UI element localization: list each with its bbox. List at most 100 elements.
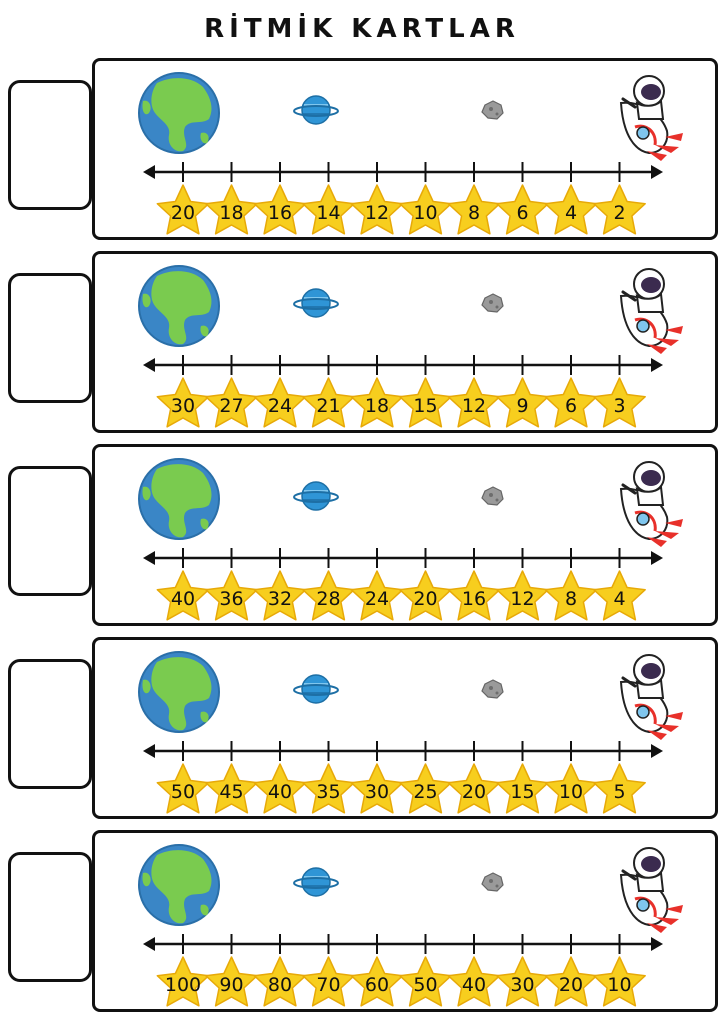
rhythm-card: 30 27 24 21 18 15 12 9 6 3 (92, 251, 718, 433)
star-icon (350, 956, 404, 1007)
star-icon (253, 763, 307, 814)
number-label: 50 (171, 781, 195, 803)
number-label: 2 (613, 202, 625, 224)
star-icon (496, 184, 549, 235)
star-icon (496, 570, 549, 621)
star-icon (593, 956, 646, 1007)
number-label: 12 (510, 588, 534, 610)
star-icon (593, 184, 646, 235)
number-label: 27 (219, 395, 243, 417)
star-icon (350, 184, 404, 235)
star-icon (253, 377, 307, 428)
star-icon (544, 377, 598, 428)
star-icon (156, 570, 210, 621)
number-label: 20 (171, 202, 195, 224)
star-icon (302, 377, 355, 428)
asteroid-icon (481, 872, 504, 892)
number-label: 4 (565, 202, 577, 224)
star-icon (350, 377, 404, 428)
asteroid-icon (481, 486, 504, 506)
number-label: 14 (316, 202, 340, 224)
number-label: 12 (462, 395, 486, 417)
star-icon (205, 377, 258, 428)
star-icon (399, 763, 452, 814)
earth-icon (138, 72, 220, 154)
planet-icon (293, 481, 339, 511)
number-label: 32 (268, 588, 292, 610)
earth-icon (138, 844, 220, 926)
number-line (143, 548, 663, 568)
earth-icon (138, 265, 220, 347)
star-icon (496, 956, 549, 1007)
astronaut-rocket-icon (619, 268, 683, 354)
star-icon (302, 570, 355, 621)
rhythm-card: 100 90 80 70 60 50 40 30 20 10 (92, 830, 718, 1012)
number-label: 20 (462, 781, 486, 803)
number-label: 40 (171, 588, 195, 610)
number-line (143, 355, 663, 375)
star-icon (593, 763, 646, 814)
number-line (143, 162, 663, 182)
page-title: RİTMİK KARTLAR (204, 14, 520, 44)
astronaut-rocket-icon (619, 654, 683, 740)
star-icon (544, 570, 598, 621)
star-icon (253, 570, 307, 621)
number-label: 25 (413, 781, 437, 803)
planet-icon (293, 867, 339, 897)
number-label: 50 (413, 974, 437, 996)
number-label: 16 (268, 202, 292, 224)
answer-box[interactable] (8, 659, 92, 789)
answer-box[interactable] (8, 466, 92, 596)
number-label: 40 (268, 781, 292, 803)
rhythm-card: 40 36 32 28 24 20 16 12 8 4 (92, 444, 718, 626)
number-label: 10 (413, 202, 437, 224)
astronaut-rocket-icon (619, 847, 683, 933)
number-label: 10 (559, 781, 583, 803)
number-label: 4 (613, 588, 625, 610)
star-icon (447, 956, 501, 1007)
number-label: 8 (565, 588, 577, 610)
number-label: 35 (316, 781, 340, 803)
star-icon (544, 956, 598, 1007)
astronaut-rocket-icon (619, 461, 683, 547)
star-icon (399, 956, 452, 1007)
number-label: 6 (565, 395, 577, 417)
number-label: 12 (365, 202, 389, 224)
star-icon (593, 570, 646, 621)
star-icon (350, 570, 404, 621)
number-label: 20 (413, 588, 437, 610)
asteroid-icon (481, 100, 504, 120)
star-icon (156, 184, 210, 235)
star-icon (156, 377, 210, 428)
number-line-illustration: 30 27 24 21 18 15 12 9 6 3 (138, 265, 683, 428)
star-icon (593, 377, 646, 428)
number-line-illustration: 20 18 16 14 12 10 8 6 4 2 (138, 72, 683, 235)
star-icon (205, 184, 258, 235)
number-label: 30 (510, 974, 534, 996)
asteroid-icon (481, 293, 504, 313)
star-icon (302, 184, 355, 235)
star-icon (399, 184, 452, 235)
rhythm-card: 20 18 16 14 12 10 8 6 4 2 (92, 58, 718, 240)
answer-box[interactable] (8, 80, 92, 210)
star-icon (447, 377, 501, 428)
answer-box[interactable] (8, 852, 92, 982)
number-label: 18 (365, 395, 389, 417)
number-label: 15 (413, 395, 437, 417)
planet-icon (293, 95, 339, 125)
rhythm-card: 50 45 40 35 30 25 20 15 10 5 (92, 637, 718, 819)
planet-icon (293, 288, 339, 318)
star-icon (205, 956, 258, 1007)
asteroid-icon (481, 679, 504, 699)
number-label: 10 (607, 974, 631, 996)
number-line-illustration: 50 45 40 35 30 25 20 15 10 5 (138, 651, 683, 814)
number-label: 100 (165, 974, 201, 996)
astronaut-rocket-icon (619, 75, 683, 161)
answer-box[interactable] (8, 273, 92, 403)
number-label: 3 (613, 395, 625, 417)
number-label: 40 (462, 974, 486, 996)
star-icon (544, 763, 598, 814)
earth-icon (138, 458, 220, 540)
number-label: 45 (219, 781, 243, 803)
number-label: 24 (268, 395, 292, 417)
